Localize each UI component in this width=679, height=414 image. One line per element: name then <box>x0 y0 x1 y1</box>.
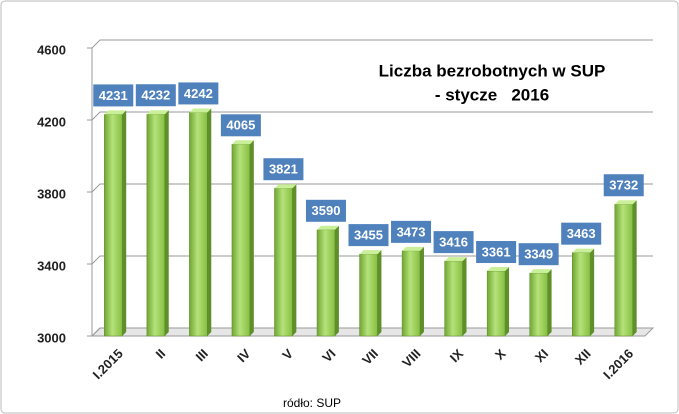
value-label-box <box>561 222 602 245</box>
bar <box>359 253 378 337</box>
bar-side <box>207 108 212 336</box>
bar <box>486 270 506 337</box>
bar-group <box>189 108 212 337</box>
bar-side <box>462 257 467 336</box>
bar <box>316 229 336 337</box>
bar <box>572 252 591 337</box>
value-label: 4232 <box>141 88 170 103</box>
value-label: 4242 <box>184 86 213 101</box>
bar-side <box>122 110 127 336</box>
bar-top <box>402 246 424 251</box>
y-tick-label: 3800 <box>37 186 66 201</box>
value-label: 3473 <box>397 224 426 239</box>
value-label: 3463 <box>567 226 596 241</box>
chart-title: Liczba bezrobotnych w SUP <box>379 61 606 80</box>
bar <box>529 272 548 337</box>
source-note: ródło: SUP <box>283 396 341 410</box>
value-label-box <box>518 243 559 266</box>
bar-top <box>231 140 254 145</box>
bar-side <box>505 267 510 336</box>
bar-top <box>487 267 510 272</box>
bar-group <box>614 200 637 337</box>
bar-side <box>164 110 169 337</box>
grid-line <box>91 111 653 121</box>
bar <box>146 113 165 337</box>
y-tick-label: 4200 <box>37 114 66 129</box>
bar-group <box>529 269 552 337</box>
bar-top <box>572 248 595 253</box>
bar-group <box>274 184 297 337</box>
value-label-box <box>348 224 389 247</box>
value-label: 3732 <box>609 178 638 193</box>
grid-line <box>91 255 653 265</box>
value-label-box <box>391 220 432 243</box>
value-label-box <box>93 84 134 107</box>
value-label-box <box>135 84 176 107</box>
grid-line <box>91 183 653 193</box>
bar <box>614 203 633 337</box>
bar-group <box>316 225 339 337</box>
bar-side <box>419 246 424 336</box>
value-label-box <box>220 114 261 137</box>
bar <box>231 144 251 337</box>
bar-side <box>547 269 552 336</box>
bar-top <box>189 108 212 113</box>
bar-group <box>359 250 382 337</box>
value-label-box <box>603 174 644 197</box>
bar-group <box>444 257 467 337</box>
bar-top <box>146 110 169 115</box>
value-label: 4231 <box>99 88 128 103</box>
bar-top <box>317 225 339 230</box>
bar <box>444 260 463 337</box>
value-label: 3416 <box>439 235 468 250</box>
bar-group <box>572 248 595 337</box>
bar-top <box>614 200 637 205</box>
bar-group <box>146 110 169 337</box>
grid-line <box>91 39 653 49</box>
y-tick-label: 3400 <box>37 258 66 273</box>
y-tick-label: 4600 <box>37 42 66 57</box>
bar-side <box>249 140 254 336</box>
y-tick-label: 3000 <box>37 330 66 345</box>
bar-group <box>231 140 254 337</box>
bar-top <box>529 269 552 274</box>
bar-side <box>632 200 637 336</box>
value-label: 3349 <box>524 247 553 262</box>
value-label: 3361 <box>482 244 511 259</box>
bar <box>189 112 208 337</box>
value-label-box <box>305 199 346 222</box>
value-label-box <box>263 158 304 181</box>
value-label-box <box>433 231 474 254</box>
bar <box>104 114 123 337</box>
value-label: 4065 <box>226 118 255 133</box>
grid-line <box>91 327 653 337</box>
value-label-box <box>178 82 219 105</box>
bar-side <box>590 248 595 336</box>
bar-top <box>359 250 382 255</box>
bar-side <box>334 225 339 336</box>
bar-side <box>377 250 382 336</box>
value-label-box <box>476 241 517 264</box>
bar-group <box>104 110 127 337</box>
bar-top <box>274 184 297 189</box>
value-label: 3821 <box>269 162 298 177</box>
bar-group <box>401 246 424 337</box>
bar-group <box>486 267 510 337</box>
bar-top <box>104 110 127 115</box>
bar <box>401 250 421 337</box>
value-label: 3590 <box>312 203 341 218</box>
bar-side <box>292 184 297 336</box>
bar <box>274 187 293 337</box>
value-label: 3455 <box>354 228 383 243</box>
bar-top <box>444 257 467 262</box>
chart-subtitle: - stycze 2016 <box>435 85 549 104</box>
